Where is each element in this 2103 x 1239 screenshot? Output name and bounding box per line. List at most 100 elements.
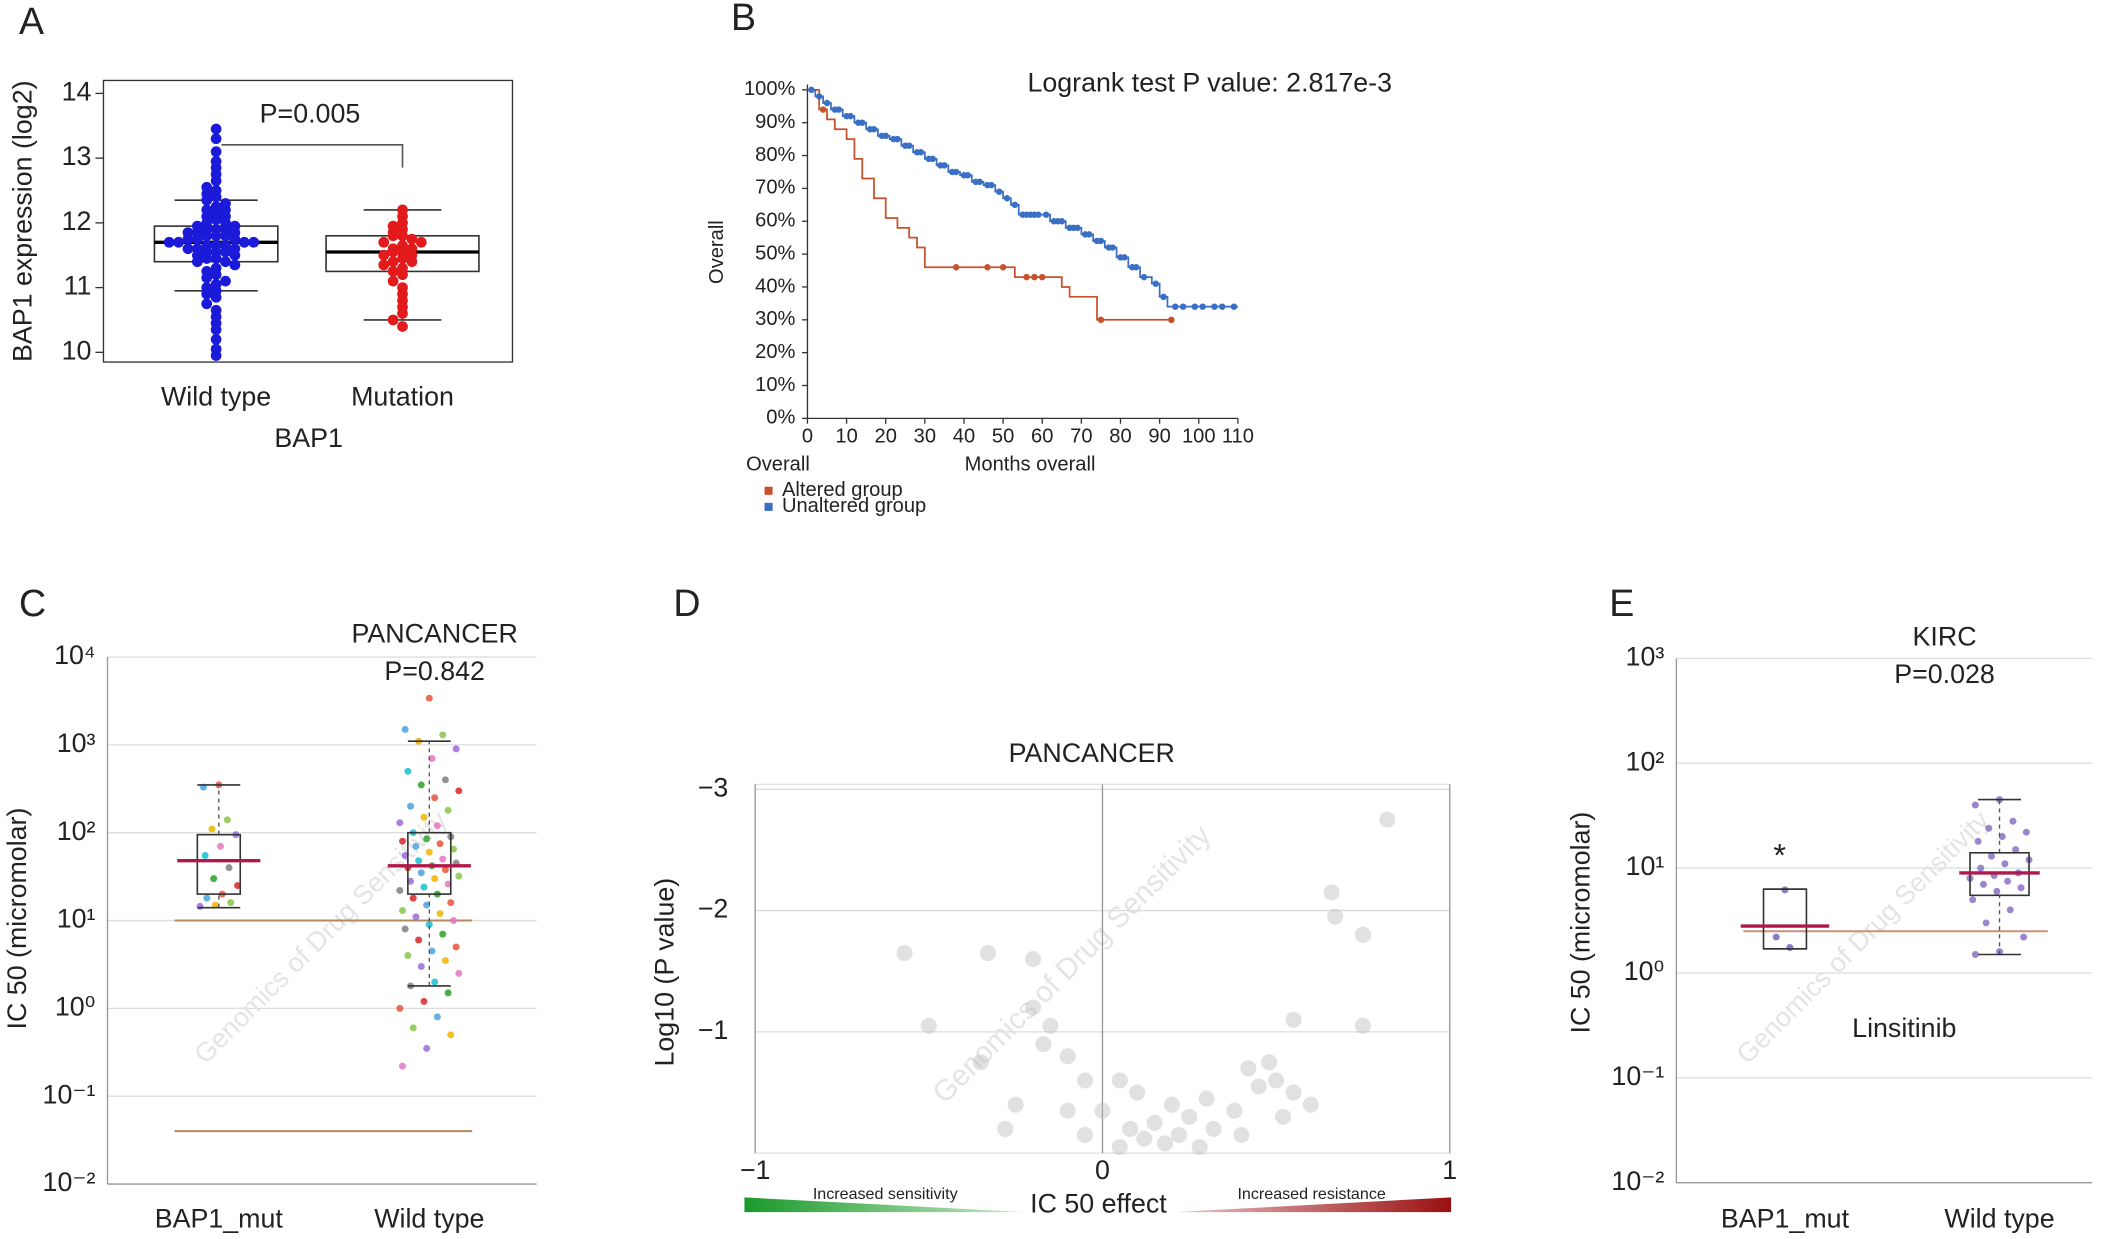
label: B (731, 0, 756, 38)
censor-mark (823, 99, 831, 107)
point (201, 194, 213, 206)
point (2006, 906, 2014, 914)
point (220, 230, 231, 242)
point (455, 872, 463, 880)
point (433, 1013, 441, 1021)
point (1261, 1054, 1278, 1071)
point (210, 214, 222, 225)
point (397, 269, 408, 281)
censor-mark (1172, 303, 1179, 310)
y-tick-label: 10⁰ (1624, 956, 1665, 986)
point (1024, 999, 1042, 1016)
point (1982, 919, 1990, 927)
point (201, 288, 213, 300)
box (196, 833, 242, 895)
point (1285, 1084, 1302, 1101)
point (417, 869, 425, 877)
point (210, 253, 222, 264)
point (387, 314, 399, 326)
survival-curve (807, 88, 1238, 308)
point (191, 233, 203, 245)
point (1977, 864, 1985, 872)
censor-mark (1219, 303, 1226, 310)
x-tick-label: 110 (1222, 425, 1254, 447)
point (449, 917, 457, 925)
point (449, 845, 457, 853)
y-tick-label: 10% (755, 374, 795, 396)
point (2020, 933, 2028, 941)
point (1136, 1130, 1153, 1147)
star: * (1773, 838, 1786, 874)
y-tick-label: 10⁻² (43, 1167, 96, 1197)
point (979, 944, 996, 962)
y-tick-label: 13 (62, 141, 92, 171)
censor-mark (894, 135, 901, 143)
censor-mark (999, 264, 1007, 271)
x-tick-label: 20 (875, 425, 897, 447)
point (444, 806, 452, 814)
x-tick-label: 40 (953, 425, 975, 447)
sensitivity-wedge (744, 1197, 1027, 1213)
point (1170, 1126, 1187, 1144)
point (1024, 951, 1042, 968)
point (428, 947, 436, 955)
censor-mark (952, 168, 960, 176)
point (431, 978, 439, 986)
y-tick-label: 70% (755, 177, 795, 199)
point (1302, 1096, 1319, 1113)
point (387, 256, 399, 268)
censor-mark (917, 149, 925, 156)
point (1122, 1120, 1139, 1137)
y-tick-label: −3 (698, 772, 729, 802)
point (1285, 1011, 1302, 1028)
point (399, 907, 406, 915)
point (210, 291, 222, 303)
point (201, 253, 213, 264)
resistance-wedge (1173, 1197, 1452, 1213)
point (229, 259, 241, 271)
point (210, 324, 222, 336)
y-tick-label: 12 (62, 206, 92, 236)
title: PANCANCER (352, 619, 518, 649)
point (439, 731, 447, 739)
censor-mark (1031, 273, 1038, 281)
point (1156, 1135, 1174, 1152)
censor-mark (988, 181, 995, 189)
censor-mark (905, 142, 913, 149)
censor-mark (819, 106, 827, 113)
y-tick-label: 10 (62, 335, 92, 365)
point (210, 146, 222, 158)
point (1059, 1102, 1076, 1119)
label: D (673, 582, 700, 624)
point (401, 925, 409, 933)
point (431, 875, 439, 883)
point (396, 886, 404, 894)
point (439, 855, 447, 863)
point (220, 275, 231, 287)
censor-mark (964, 172, 972, 179)
y-tick-label: 11 (64, 271, 92, 301)
plot-frame (102, 79, 514, 363)
point (420, 813, 428, 821)
point (1191, 1139, 1208, 1156)
box (1762, 888, 1808, 950)
point (378, 249, 390, 261)
point (447, 1031, 455, 1039)
point (401, 852, 409, 859)
point (409, 1024, 417, 1032)
point (1077, 1126, 1094, 1144)
point (1327, 908, 1344, 925)
censor-mark (1011, 201, 1019, 209)
point (409, 894, 417, 902)
annotation: P=0.028 (1894, 659, 1995, 689)
point (452, 943, 460, 951)
right-caption: Increased resistance (1237, 1185, 1385, 1203)
point (441, 957, 449, 965)
point (423, 835, 431, 843)
censor-mark (1168, 316, 1175, 324)
point (1974, 837, 1982, 845)
y-tick-label: 50% (755, 242, 795, 264)
point (997, 1120, 1014, 1137)
